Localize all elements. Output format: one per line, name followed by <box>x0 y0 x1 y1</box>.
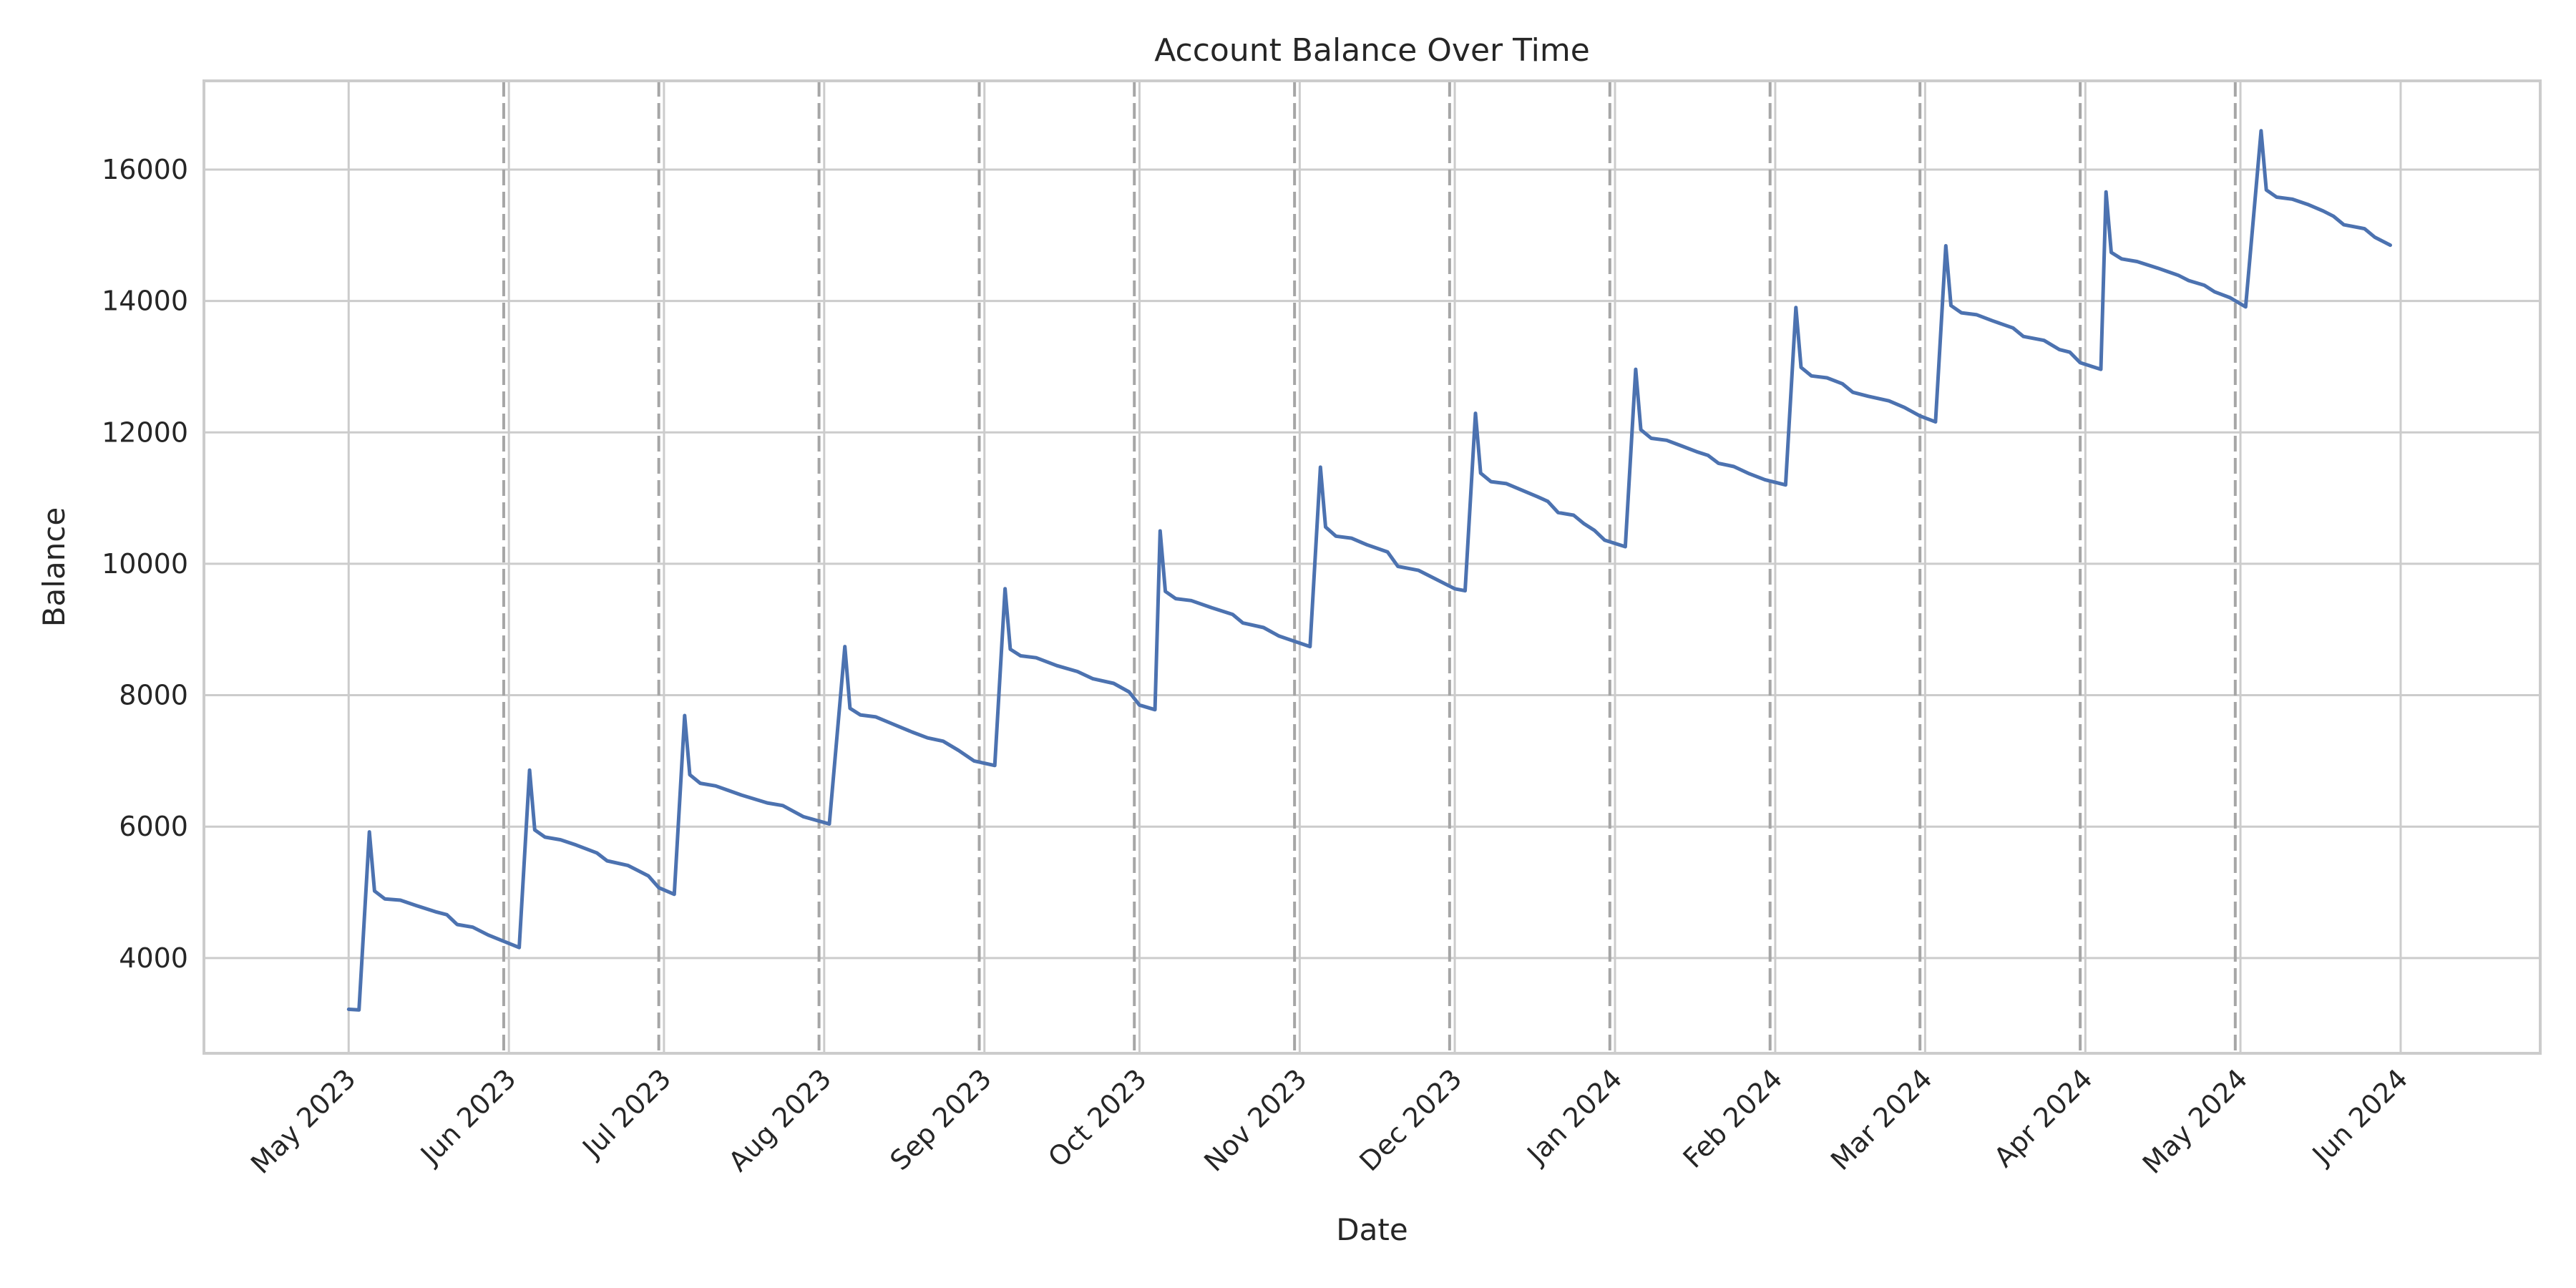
y-tick-label: 4000 <box>119 942 188 974</box>
y-tick-label: 12000 <box>102 416 188 448</box>
plot-frame <box>203 79 2542 1055</box>
chart-title: Account Balance Over Time <box>1154 32 1590 69</box>
y-tick-label: 14000 <box>102 286 188 317</box>
y-tick-label: 6000 <box>119 811 188 842</box>
series-layer <box>346 129 2392 1012</box>
y-axis-ticks: 4000 6000 8000 10000 12000 14000 16000 <box>102 154 188 974</box>
y-axis-label: Balance <box>36 507 72 628</box>
grid <box>204 81 2540 1053</box>
y-tick-label: 8000 <box>119 680 188 711</box>
balance-series-line <box>346 129 2392 1012</box>
y-tick-label: 10000 <box>102 548 188 580</box>
y-tick-label: 16000 <box>102 154 188 185</box>
x-axis-label: Date <box>1336 1212 1407 1247</box>
month-boundary-lines <box>502 81 2237 1053</box>
